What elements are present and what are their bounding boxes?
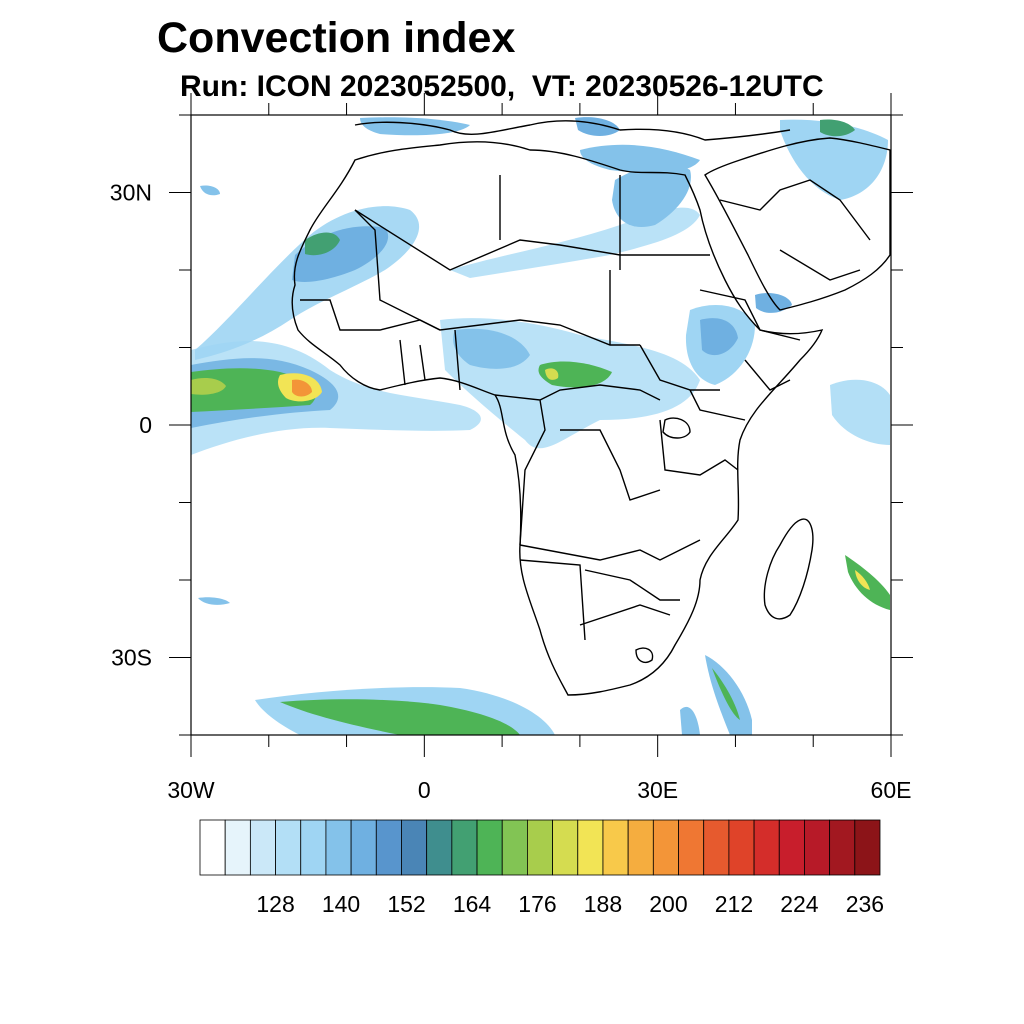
- border-west-africa: [300, 299, 461, 391]
- convection-south-atlantic-core: [280, 699, 520, 735]
- europe-coastline: [354, 120, 791, 141]
- country-borders: [291, 120, 891, 696]
- border-sahel: [354, 209, 640, 346]
- colorbar-label: 128: [256, 891, 294, 917]
- colorbar-label: 236: [846, 891, 884, 917]
- colorbar-label: 152: [387, 891, 425, 917]
- convection-chad-yellow: [545, 368, 559, 380]
- convection-indian-ocean: [830, 379, 890, 445]
- colorbar-label: 224: [780, 891, 819, 917]
- convection-nw-africa-green: [305, 232, 340, 256]
- madagascar: [763, 518, 814, 620]
- convection-west-atlantic-small: [198, 597, 230, 605]
- convection-greece: [575, 117, 620, 136]
- convection-itcz-orange: [292, 379, 312, 397]
- convection-sw-indian-green: [712, 668, 740, 720]
- colorbar-label: 212: [715, 891, 753, 917]
- border-horn: [699, 289, 801, 391]
- colorbar-label: 200: [649, 891, 687, 917]
- lake-victoria: [662, 417, 691, 439]
- convection-mozambique: [680, 706, 700, 735]
- x-tick-label: 60E: [871, 777, 912, 803]
- colorbar-swatch: [854, 819, 881, 876]
- colorbar-swatch: [829, 819, 856, 876]
- colorbar-swatch: [577, 819, 604, 876]
- colorbar-swatch: [300, 819, 327, 876]
- map-axes: 30W 0 30E 60E 30N 0 30S: [110, 93, 913, 803]
- border-maghreb: [354, 209, 710, 271]
- y-tick-label: 0: [139, 412, 152, 438]
- colorbar-label: 188: [584, 891, 622, 917]
- colorbar-swatch: [375, 819, 402, 876]
- colorbar-swatch: [703, 819, 730, 876]
- convection-egypt: [612, 163, 691, 228]
- convection-arabia-north: [780, 119, 888, 200]
- border-southern-africa: [519, 539, 701, 641]
- convection-itcz-west: [191, 378, 226, 395]
- convection-madagascar-east-yellow: [855, 570, 870, 590]
- x-tick-label: 30W: [167, 777, 215, 803]
- convection-central-core: [453, 328, 530, 369]
- chart-subtitle: Run: ICON 2023052500, VT: 20230526-12UTC: [180, 70, 824, 103]
- colorbar-swatch: [224, 819, 251, 876]
- colorbar-swatch: [501, 819, 528, 876]
- colorbar-swatch: [325, 819, 352, 876]
- colorbar-swatch: [401, 819, 428, 876]
- convection-mediterranean: [580, 144, 700, 173]
- convection-north-top: [360, 117, 470, 136]
- colorbar-swatch: [728, 819, 755, 876]
- colorbar: 128 140 152 164 176 188 200 212 224 236: [199, 819, 884, 917]
- colorbar-swatch: [652, 819, 679, 876]
- convection-canary: [200, 185, 220, 196]
- colorbar-swatch: [199, 819, 226, 876]
- colorbar-swatch: [426, 819, 453, 876]
- colorbar-swatch: [527, 819, 553, 876]
- colorbar-swatch: [678, 819, 705, 876]
- convection-arabia-north-core: [820, 119, 855, 137]
- colorbar-swatch: [753, 819, 780, 876]
- colorbar-swatch: [778, 819, 805, 876]
- colorbar-label: 140: [322, 891, 360, 917]
- x-tick-label: 0: [418, 777, 431, 803]
- colorbar-swatch: [552, 819, 579, 876]
- border-arabia: [719, 179, 871, 281]
- colorbar-swatch: [602, 819, 629, 876]
- chart-title: Convection index: [157, 14, 516, 62]
- colorbar-swatch: [627, 819, 654, 876]
- convection-madagascar-east: [845, 555, 890, 610]
- lesotho: [635, 647, 654, 663]
- y-tick-label: 30N: [110, 180, 152, 206]
- convection-chad-green: [538, 361, 612, 388]
- convection-field: [191, 117, 890, 735]
- colorbar-swatch: [476, 819, 503, 876]
- border-central-africa: [494, 384, 661, 546]
- arabia-coastline: [704, 137, 891, 311]
- convection-ethiopia-core: [700, 318, 738, 356]
- colorbar-swatch: [451, 819, 478, 876]
- colorbar-swatch: [804, 819, 831, 876]
- colorbar-swatch: [249, 819, 276, 876]
- x-tick-label: 30E: [637, 777, 678, 803]
- y-tick-label: 30S: [111, 645, 152, 671]
- colorbar-label: 176: [518, 891, 556, 917]
- colorbar-swatch: [275, 819, 302, 876]
- colorbar-label: 164: [453, 891, 492, 917]
- colorbar-swatch: [350, 819, 377, 876]
- africa-coastline: [291, 141, 824, 696]
- border-libya-egypt: [499, 175, 621, 345]
- border-east-africa: [639, 344, 746, 476]
